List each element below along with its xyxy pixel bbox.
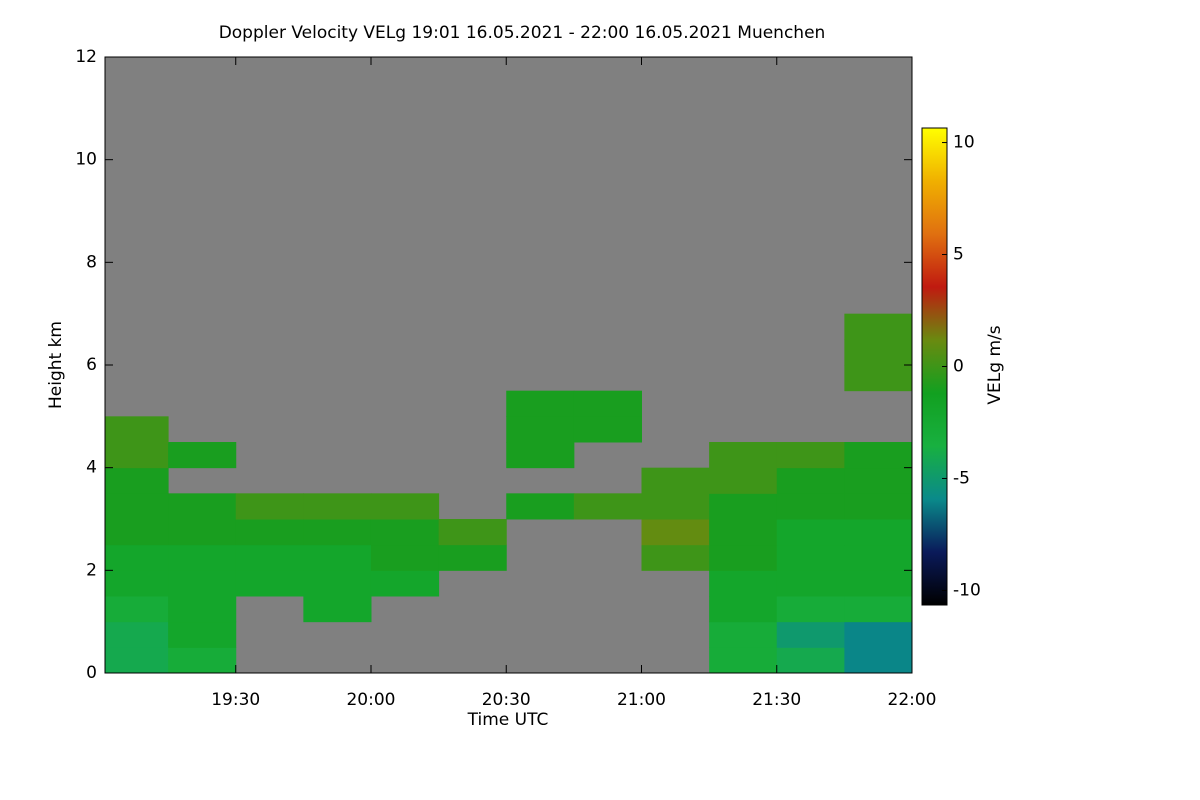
heatmap-cell [235,519,304,546]
colorbar-tick-label: 10 [953,133,975,153]
heatmap-cell [168,596,237,623]
heatmap-cell [105,570,169,597]
heatmap-cell [303,570,372,597]
x-tick-label: 21:00 [617,690,666,710]
heatmap-cell [506,390,575,417]
heatmap-cell [844,621,913,648]
heatmap-cell [105,621,169,648]
heatmap-cell [105,519,169,546]
heatmap-cell [303,596,372,623]
heatmap-cell [709,570,778,597]
heatmap-cell [776,442,845,469]
heatmap-cell [370,544,440,571]
heatmap-cell [641,467,710,494]
heatmap-cell [709,442,778,469]
heatmap-cell [844,519,913,546]
heatmap-cell [776,467,845,494]
colorbar-tick-label: -10 [953,580,981,600]
x-axis-label: Time UTC [467,710,549,730]
heatmap-cell [105,416,169,443]
heatmap-cell [168,544,237,571]
heatmap-cell [709,493,778,520]
heatmap-cell [370,570,440,597]
heatmap-cell [105,647,169,674]
colorbar-tick-label: -5 [953,468,970,488]
colorbar-tick-label: 5 [953,245,964,265]
heatmap-cell [168,570,237,597]
heatmap-cell [844,467,913,494]
heatmap-cell [844,493,913,520]
heatmap-cell [776,493,845,520]
heatmap-cell [776,621,845,648]
heatmap-cell [776,596,845,623]
heatmap-cell [235,544,304,571]
heatmap-cell [844,647,913,674]
heatmap-cell [844,442,913,469]
heatmap-cell [438,519,507,546]
heatmap-cell [844,570,913,597]
heatmap-cell [105,442,169,469]
heatmap-cell [641,544,710,571]
y-tick-label: 10 [75,150,97,170]
heatmap-cell [709,519,778,546]
heatmap-cell [506,493,575,520]
heatmap-cell [709,621,778,648]
heatmap-cell [844,596,913,623]
colorbar-tick-label: 0 [953,357,964,377]
heatmap-cell [303,544,372,571]
y-tick-label: 2 [86,560,97,580]
heatmap-cell [235,493,304,520]
heatmap-cell [438,544,507,571]
colorbar-label: VELg m/s [985,325,1005,404]
heatmap-cell [709,467,778,494]
heatmap-cell [506,442,575,469]
heatmap-cell [303,493,372,520]
chart-title: Doppler Velocity VELg 19:01 16.05.2021 -… [219,23,826,43]
heatmap-cell [709,544,778,571]
heatmap-cell [776,519,845,546]
heatmap-cell [303,519,372,546]
y-tick-label: 8 [86,252,97,272]
heatmap-cell [844,313,913,340]
y-tick-label: 4 [86,458,97,478]
heatmap-cell [168,647,237,674]
y-tick-label: 0 [86,663,97,683]
x-tick-label: 19:30 [211,690,260,710]
x-tick-label: 20:00 [346,690,395,710]
heatmap-cell [168,519,237,546]
heatmap-cell [709,596,778,623]
heatmap-cell [573,493,642,520]
heatmap-cell [709,647,778,674]
y-tick-label: 12 [75,47,97,67]
heatmap-cell [168,442,237,469]
heatmap-cell [776,647,845,674]
heatmap-cell [370,519,440,546]
x-tick-label: 21:30 [752,690,801,710]
heatmap-cell [573,390,642,417]
x-tick-label: 22:00 [888,690,937,710]
heatmap-cell [506,416,575,443]
heatmap-cell [844,365,913,392]
heatmap-cell [776,570,845,597]
heatmap-cell [844,544,913,571]
heatmap-cell [641,519,710,546]
x-tick-label: 20:30 [482,690,531,710]
heatmap-cell [235,570,304,597]
heatmap-cell [105,467,169,494]
heatmap-cell [573,416,642,443]
heatmap-cell [776,544,845,571]
y-axis-label: Height km [46,321,66,409]
heatmap-cell [168,493,237,520]
heatmap-cell [844,339,913,366]
heatmap-cell [105,493,169,520]
heatmap-cell [641,493,710,520]
y-tick-label: 6 [86,355,97,375]
heatmap-cell [370,493,440,520]
heatmap-cell [168,621,237,648]
heatmap-cell [105,596,169,623]
heatmap-cell [105,544,169,571]
